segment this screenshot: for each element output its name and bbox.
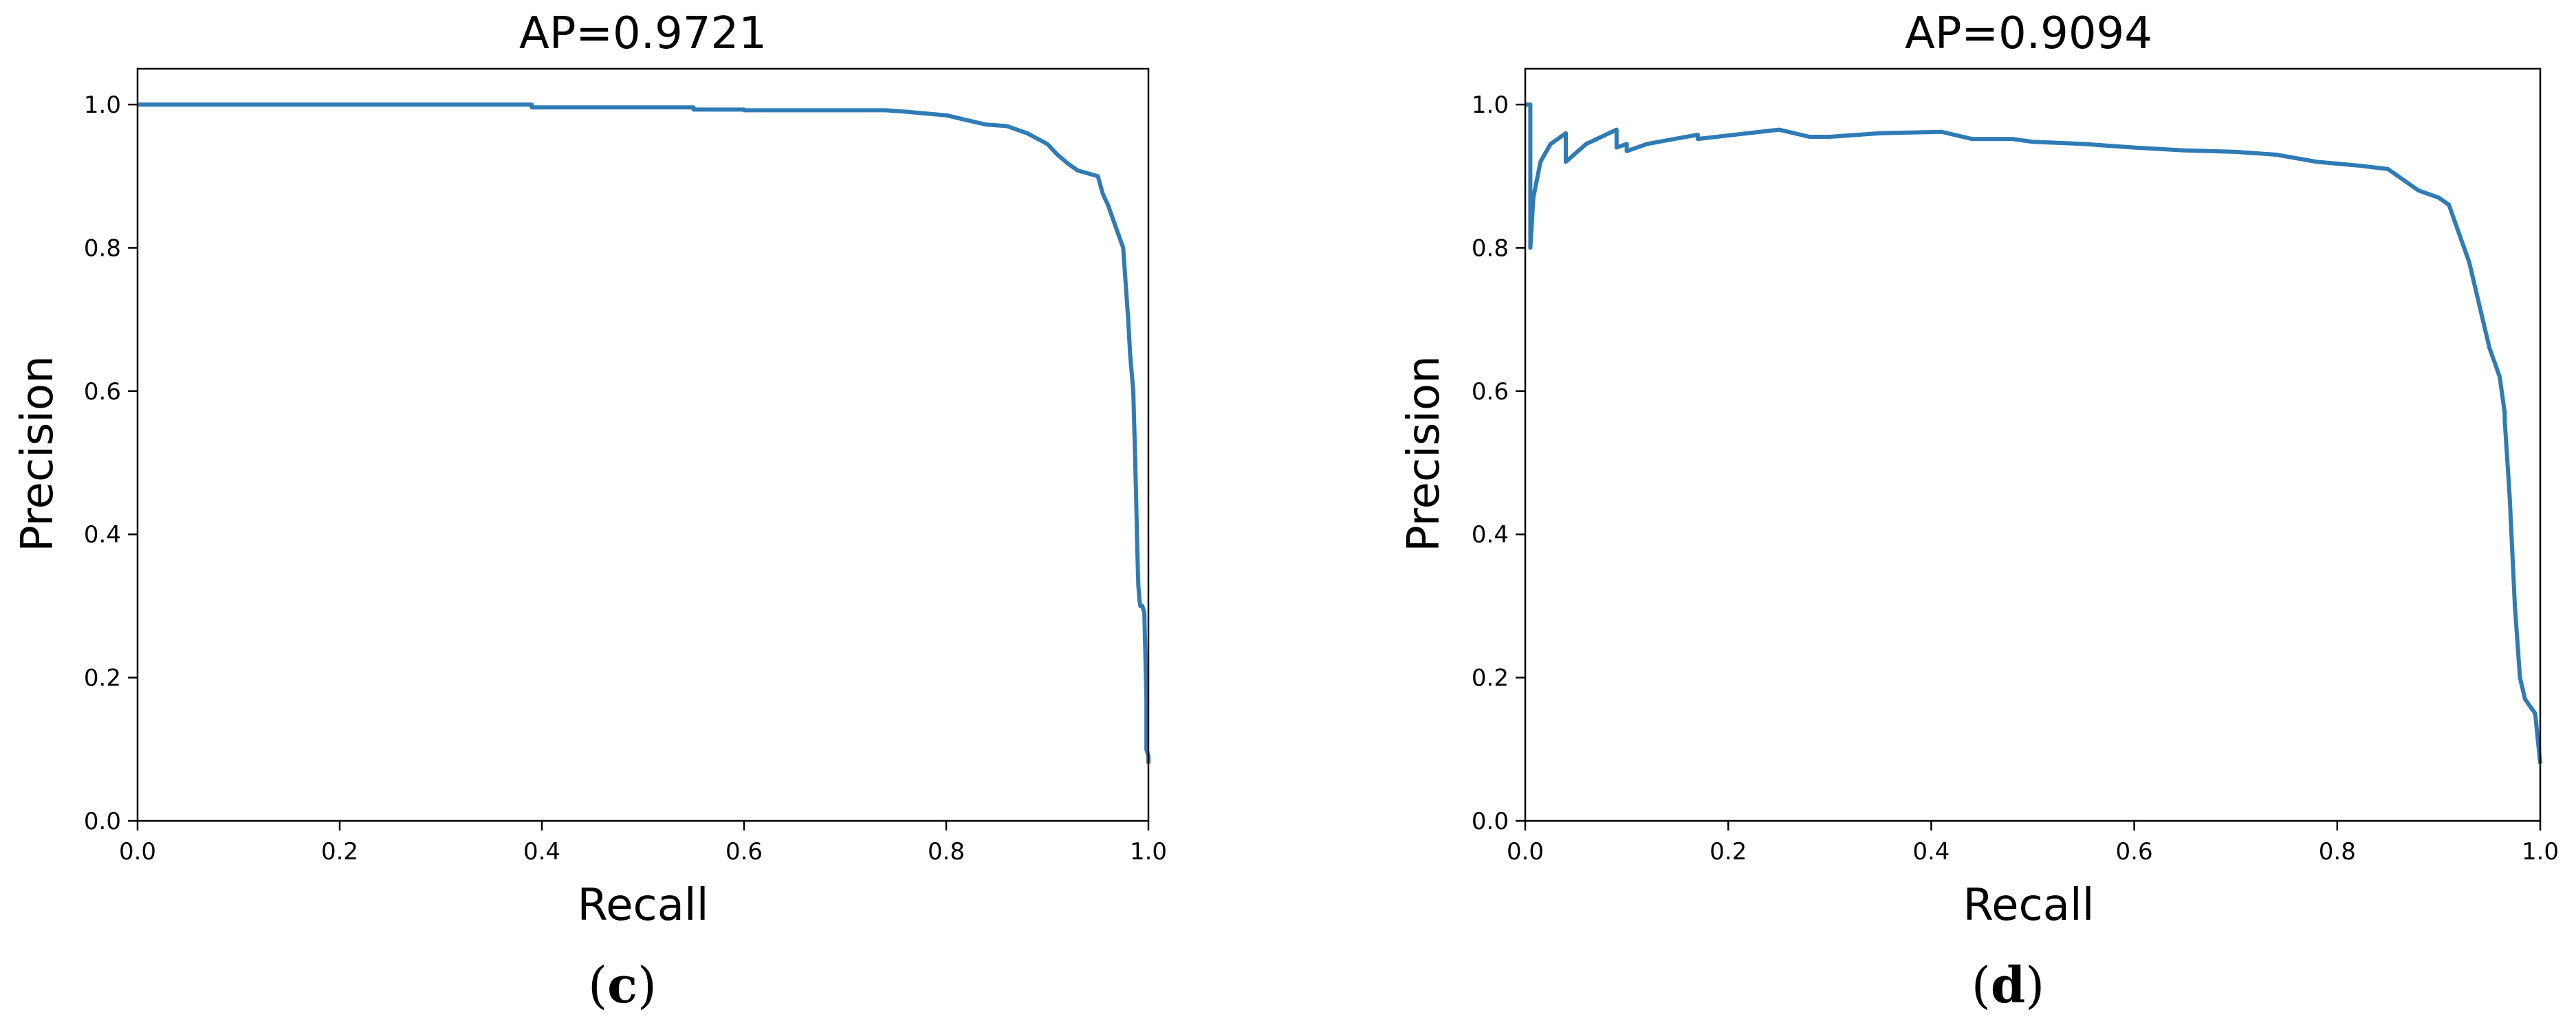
- pr-curve: [1525, 102, 2542, 764]
- x-tick-label: 0.4: [523, 838, 560, 866]
- y-tick-label: 0.4: [1472, 521, 1509, 549]
- panel-label-letter: d: [1991, 956, 2025, 1014]
- chart-title: AP=0.9721: [519, 8, 767, 59]
- y-tick-label: 0.4: [84, 521, 121, 549]
- panel-label: (d): [1972, 956, 2045, 1014]
- y-axis-label: Precision: [12, 355, 63, 552]
- y-tick-label: 1.0: [1472, 91, 1509, 119]
- panel-label-open: (: [1972, 956, 1991, 1014]
- y-tick-label: 0.0: [1472, 808, 1509, 835]
- x-tick-label: 0.2: [1710, 838, 1747, 866]
- panel-label-open: (: [588, 956, 607, 1014]
- x-tick-label: 0.6: [2116, 838, 2153, 866]
- chart-title: AP=0.9094: [1905, 8, 2152, 59]
- x-tick-label: 0.8: [928, 838, 965, 866]
- x-tick-label: 0.8: [2319, 838, 2356, 866]
- x-axis-label: Recall: [1963, 880, 2095, 931]
- axes-frame: [136, 67, 1150, 822]
- y-tick-label: 0.8: [1472, 234, 1509, 262]
- panel-label-close: ): [637, 956, 657, 1014]
- panel-label: (c): [588, 956, 657, 1014]
- y-axis-label: Precision: [1399, 355, 1450, 552]
- panel-label-letter: c: [607, 956, 637, 1014]
- x-tick-label: 0.2: [321, 838, 358, 866]
- x-tick-label: 0.0: [1507, 838, 1544, 866]
- x-tick-label: 0.4: [1912, 838, 1950, 866]
- axes-frame: [1524, 67, 2542, 822]
- chart-panel-d: AP=0.9094 Recall Precision (d) 0.0 0.2 0.4…: [1399, 8, 2559, 1014]
- y-tick-label: 0.6: [84, 378, 121, 406]
- x-axis-label: Recall: [578, 880, 709, 931]
- y-tick-label: 0.6: [1472, 378, 1509, 406]
- pr-curve: [138, 102, 1150, 764]
- y-tick-label: 0.2: [84, 665, 121, 692]
- x-tick-label: 0.6: [725, 838, 763, 866]
- x-tick-label: 0.0: [119, 838, 156, 866]
- panel-label-close: ): [2025, 956, 2044, 1014]
- y-tick-label: 0.0: [84, 808, 121, 835]
- y-tick-label: 0.8: [84, 234, 121, 262]
- x-tick-label: 1.0: [1130, 838, 1167, 866]
- y-tick-label: 0.2: [1472, 665, 1509, 692]
- chart-panel-c: AP=0.9721 Recall Precision (c) 0.0 0.2 0.4…: [12, 8, 1167, 1014]
- y-tick-label: 1.0: [84, 91, 121, 119]
- x-tick-label: 1.0: [2522, 838, 2559, 866]
